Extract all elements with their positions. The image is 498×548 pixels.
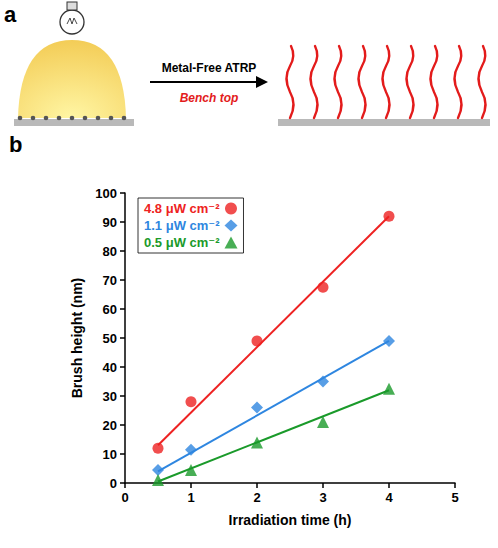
svg-text:4: 4: [385, 490, 393, 505]
svg-text:2: 2: [253, 490, 260, 505]
svg-text:0: 0: [121, 490, 128, 505]
svg-text:0: 0: [110, 476, 117, 491]
svg-text:50: 50: [103, 331, 117, 346]
svg-text:0.5 μW cm⁻²: 0.5 μW cm⁻²: [144, 235, 220, 250]
svg-text:3: 3: [319, 490, 326, 505]
svg-text:90: 90: [103, 215, 117, 230]
svg-text:10: 10: [103, 447, 117, 462]
svg-text:1.1 μW cm⁻²: 1.1 μW cm⁻²: [144, 218, 220, 233]
svg-text:Bench top: Bench top: [180, 91, 239, 105]
svg-text:Metal-Free ATRP: Metal-Free ATRP: [162, 61, 257, 75]
svg-text:60: 60: [103, 302, 117, 317]
svg-text:a: a: [4, 2, 17, 27]
svg-text:5: 5: [451, 490, 458, 505]
svg-text:20: 20: [103, 418, 117, 433]
svg-text:100: 100: [95, 186, 117, 201]
svg-text:Brush height (nm): Brush height (nm): [69, 278, 85, 399]
svg-text:30: 30: [103, 389, 117, 404]
svg-text:b: b: [9, 132, 22, 157]
svg-text:Irradiation time (h): Irradiation time (h): [229, 512, 352, 528]
svg-text:4.8 μW cm⁻²: 4.8 μW cm⁻²: [144, 201, 220, 216]
svg-text:80: 80: [103, 244, 117, 259]
svg-text:1: 1: [187, 490, 194, 505]
svg-text:40: 40: [103, 360, 117, 375]
svg-text:70: 70: [103, 273, 117, 288]
